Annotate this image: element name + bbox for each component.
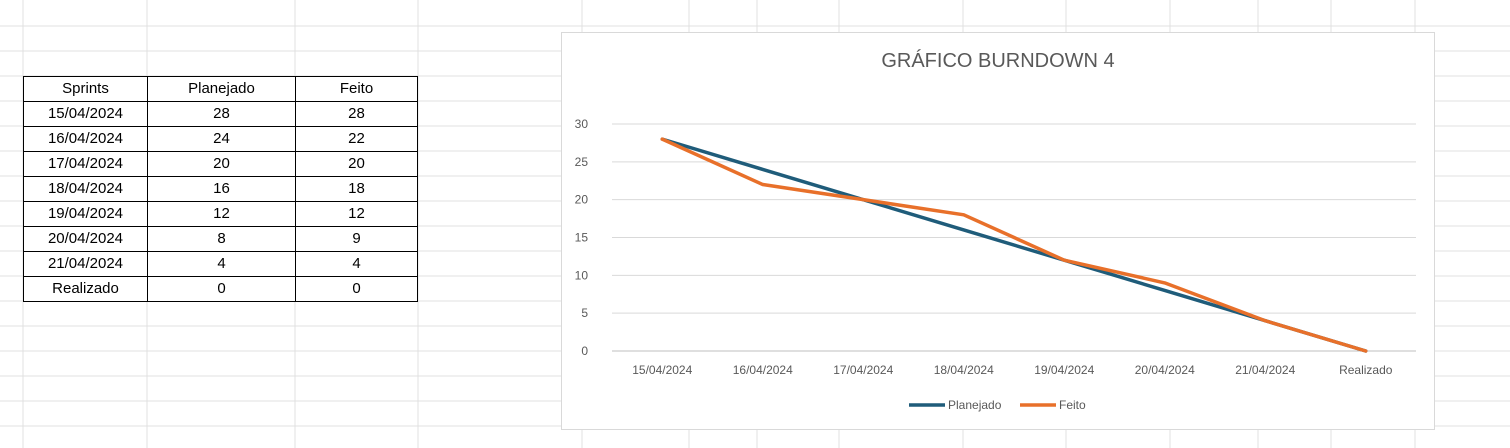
cell-planejado[interactable]: 4 [147, 251, 296, 277]
y-tick-label: 20 [575, 193, 589, 207]
x-tick-label: 19/04/2024 [1034, 363, 1094, 377]
cell-feito[interactable]: 0 [295, 276, 418, 302]
header-planejado[interactable]: Planejado [147, 76, 296, 102]
y-tick-label: 5 [581, 306, 588, 320]
x-tick-label: 18/04/2024 [934, 363, 994, 377]
cell-feito[interactable]: 20 [295, 151, 418, 177]
cell-planejado[interactable]: 20 [147, 151, 296, 177]
cell-feito[interactable]: 9 [295, 226, 418, 252]
x-tick-label: 17/04/2024 [833, 363, 893, 377]
cell-sprint[interactable]: 18/04/2024 [23, 176, 148, 202]
legend-label-planejado: Planejado [948, 398, 1002, 412]
cell-sprint[interactable]: Realizado [23, 276, 148, 302]
cell-sprint[interactable]: 15/04/2024 [23, 101, 148, 127]
header-feito[interactable]: Feito [295, 76, 418, 102]
y-tick-label: 0 [581, 344, 588, 358]
table-row: 18/04/2024 16 18 [23, 176, 418, 202]
chart-title: GRÁFICO BURNDOWN 4 [881, 49, 1114, 72]
cell-planejado[interactable]: 0 [147, 276, 296, 302]
chart-canvas: GRÁFICO BURNDOWN 4 0 5 10 15 20 25 30 15/04/2024… [575, 49, 1416, 412]
cell-feito[interactable]: 22 [295, 126, 418, 152]
table-header-row: Sprints Planejado Feito [23, 76, 418, 102]
table-row: 21/04/2024 4 4 [23, 251, 418, 277]
y-tick-label: 15 [575, 231, 589, 245]
table-row: 20/04/2024 8 9 [23, 226, 418, 252]
table-row: 19/04/2024 12 12 [23, 201, 418, 227]
cell-sprint[interactable]: 20/04/2024 [23, 226, 148, 252]
cell-planejado[interactable]: 16 [147, 176, 296, 202]
cell-sprint[interactable]: 16/04/2024 [23, 126, 148, 152]
cell-planejado[interactable]: 28 [147, 101, 296, 127]
y-tick-label: 25 [575, 155, 589, 169]
cell-feito[interactable]: 28 [295, 101, 418, 127]
cell-sprint[interactable]: 21/04/2024 [23, 251, 148, 277]
cell-planejado[interactable]: 24 [147, 126, 296, 152]
sprint-data-table: Sprints Planejado Feito 15/04/2024 28 28 16… [23, 76, 418, 302]
cell-feito[interactable]: 4 [295, 251, 418, 277]
x-tick-label: 16/04/2024 [733, 363, 793, 377]
burndown-chart[interactable]: GRÁFICO BURNDOWN 4 0 5 10 15 20 25 30 15/04/2024… [561, 32, 1435, 430]
cell-feito[interactable]: 12 [295, 201, 418, 227]
table-row: 15/04/2024 28 28 [23, 101, 418, 127]
series-line-feito [660, 137, 1368, 353]
x-tick-label: 15/04/2024 [632, 363, 692, 377]
table-row: 17/04/2024 20 20 [23, 151, 418, 177]
y-tick-label: 10 [575, 268, 589, 282]
table-row: 16/04/2024 24 22 [23, 126, 418, 152]
cell-sprint[interactable]: 19/04/2024 [23, 201, 148, 227]
table-row: Realizado 0 0 [23, 276, 418, 302]
x-tick-label: Realizado [1339, 363, 1393, 377]
cell-feito[interactable]: 18 [295, 176, 418, 202]
y-tick-label: 30 [575, 117, 589, 131]
x-tick-label: 20/04/2024 [1135, 363, 1195, 377]
cell-sprint[interactable]: 17/04/2024 [23, 151, 148, 177]
cell-planejado[interactable]: 12 [147, 201, 296, 227]
x-tick-label: 21/04/2024 [1235, 363, 1295, 377]
cell-planejado[interactable]: 8 [147, 226, 296, 252]
legend-label-feito: Feito [1059, 398, 1086, 412]
header-sprints[interactable]: Sprints [23, 76, 148, 102]
